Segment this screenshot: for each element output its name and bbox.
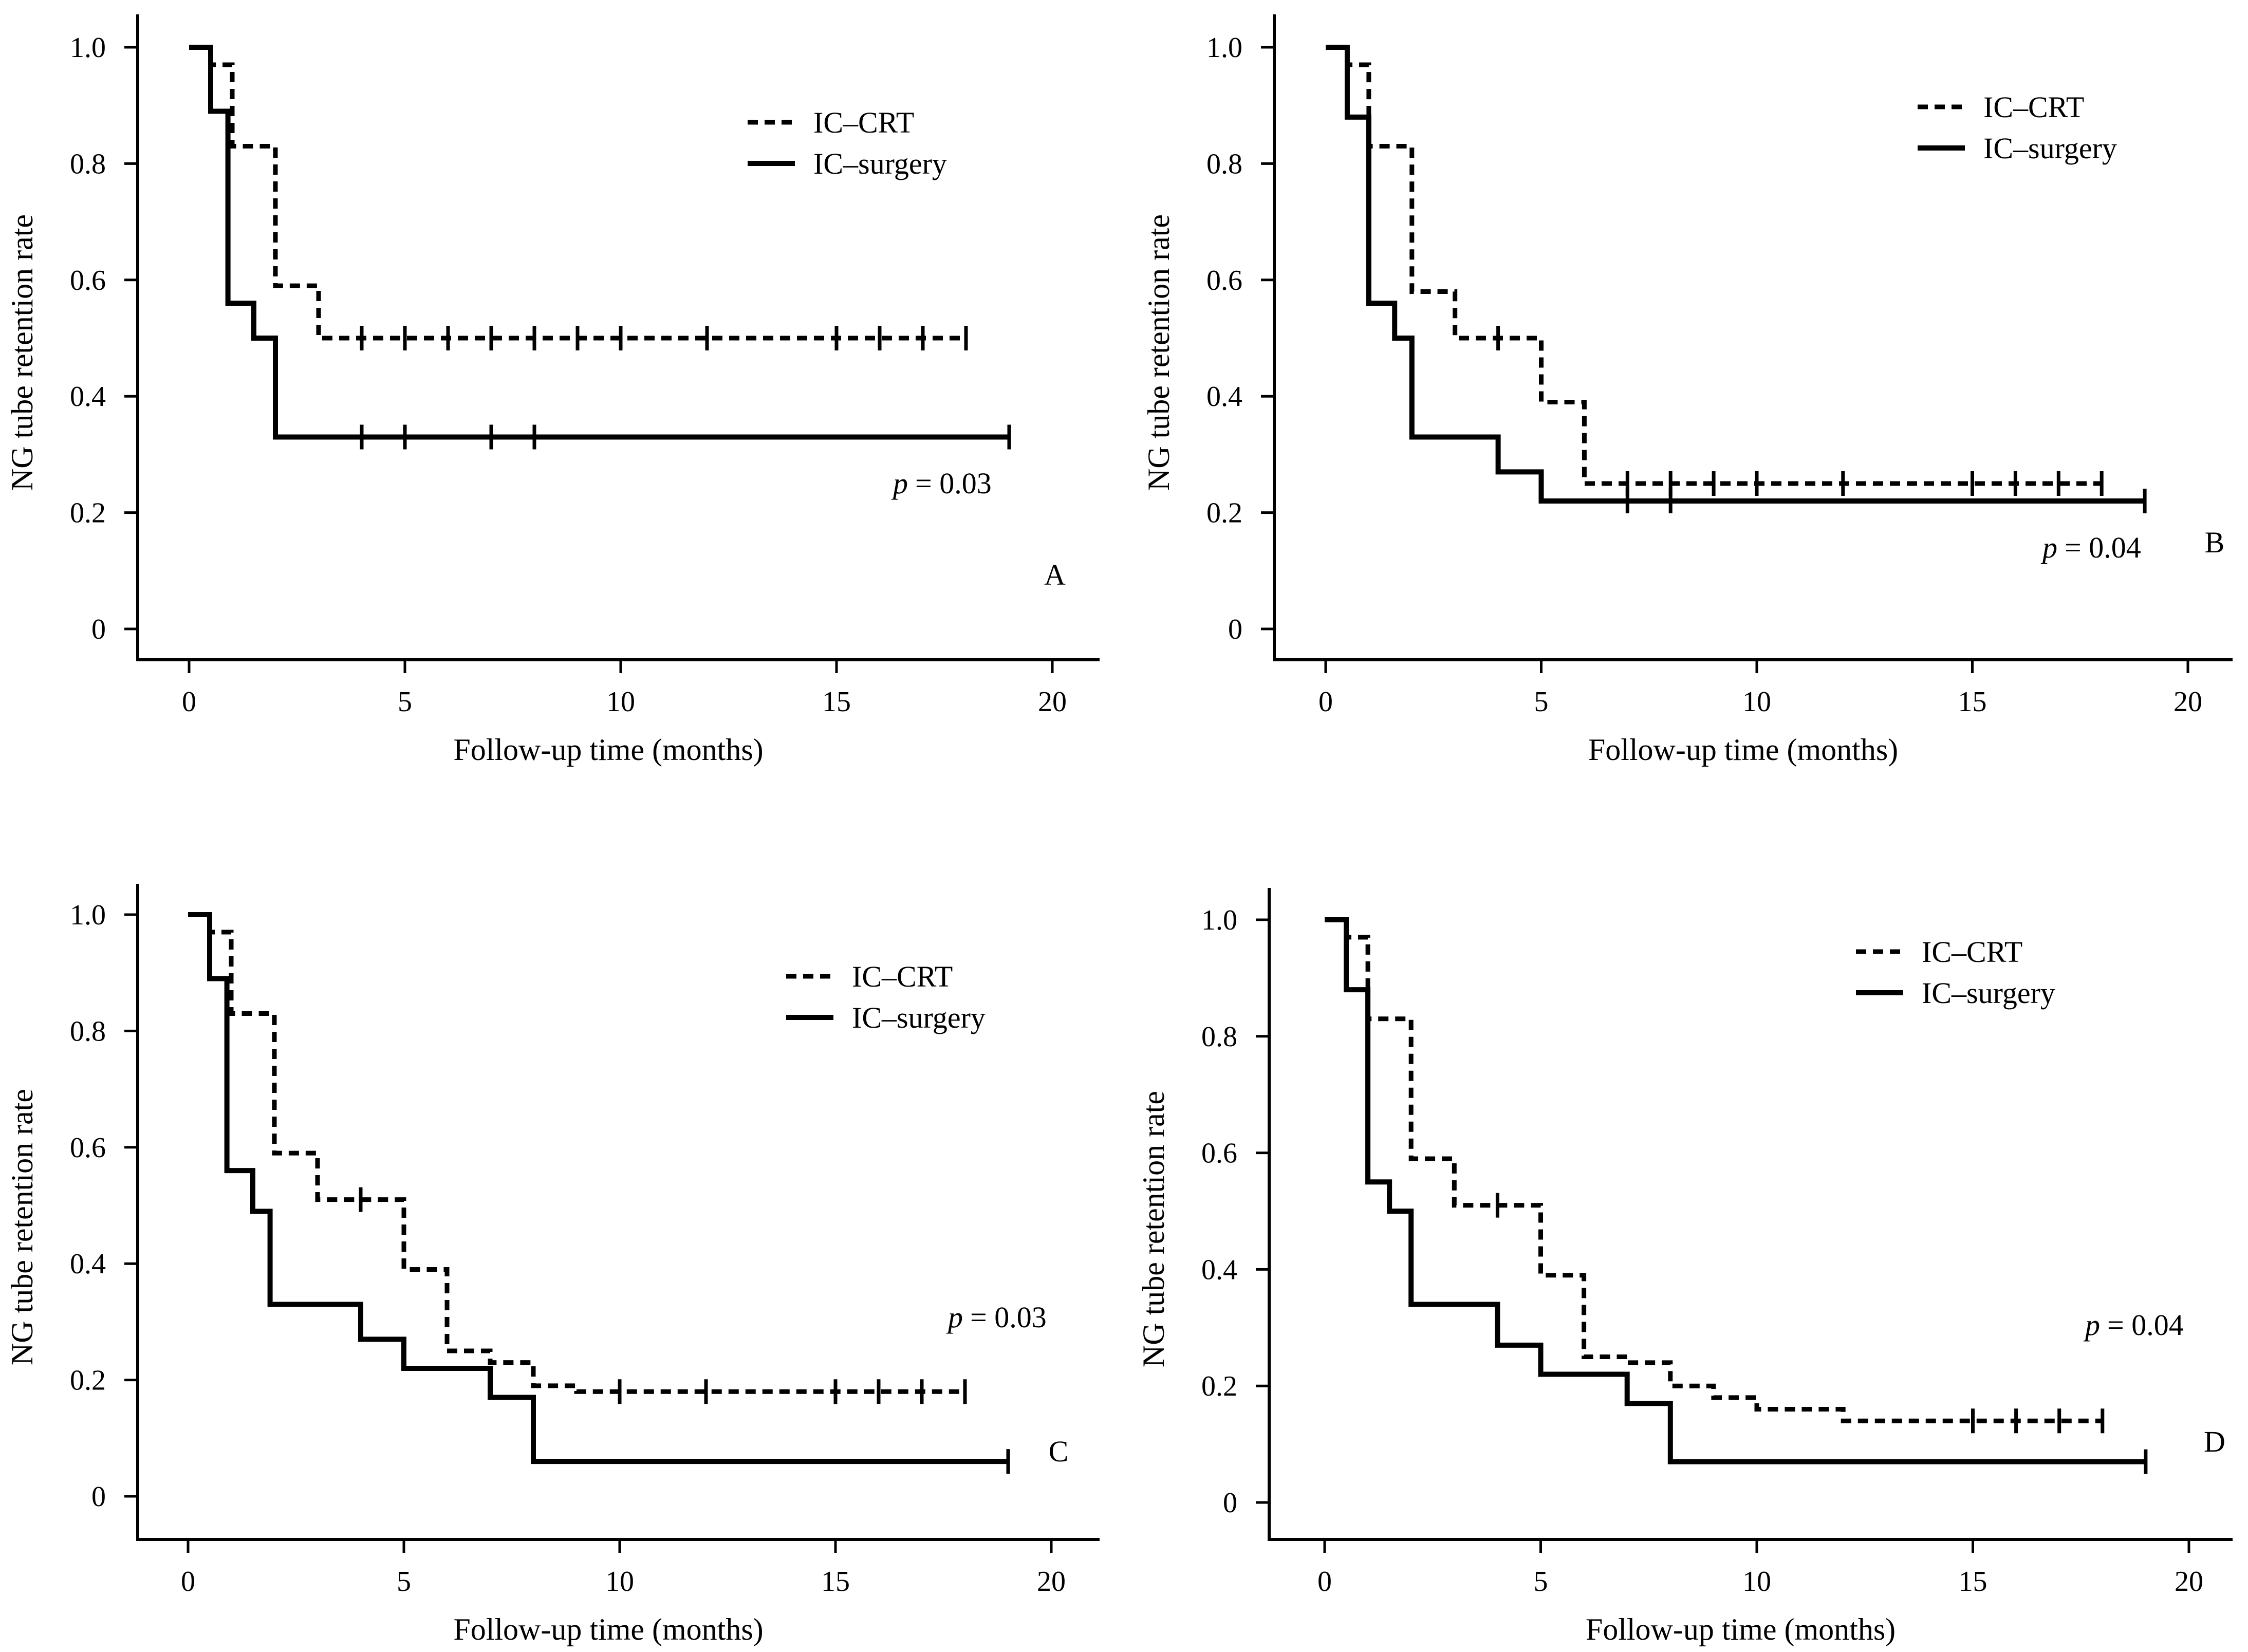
y-tick-label: 0.6 <box>70 1132 106 1164</box>
legend-label-ic-crt: IC–CRT <box>1922 935 2022 969</box>
legend-label-ic-crt: IC–CRT <box>1983 90 2084 124</box>
legend-label-ic-surgery: IC–surgery <box>1983 132 2117 165</box>
x-tick-label: 0 <box>1318 686 1333 718</box>
ic-crt-curve <box>188 912 965 1394</box>
y-tick-label: 0.4 <box>1201 1254 1237 1286</box>
y-tick-label: 1.0 <box>1206 32 1242 64</box>
ic-surgery-curve <box>188 912 1008 1464</box>
y-tick-label: 0.6 <box>70 265 106 296</box>
p-symbol: p <box>2040 531 2057 564</box>
legend-label-ic-crt: IC–CRT <box>813 106 914 139</box>
x-tick-label: 15 <box>822 686 851 718</box>
y-tick-label: 0.6 <box>1206 265 1242 296</box>
p-value: = 0.04 <box>2107 1308 2184 1342</box>
ic-surgery-curve <box>189 45 1009 440</box>
km-panel-c: 0 5 10 15 20 0 0.2 0.4 0.6 0.8 1.0 Follow-up time (… <box>5 884 1100 1646</box>
y-tick-label: 0.8 <box>70 148 106 180</box>
x-tick-label: 10 <box>1742 686 1771 718</box>
x-tick-label: 20 <box>2175 1566 2203 1598</box>
y-axis-title: NG tube retention rate <box>1137 1091 1171 1367</box>
ic-crt-curve <box>1326 45 2102 486</box>
y-tick-label: 1.0 <box>70 32 106 64</box>
panel-letter: B <box>2205 526 2225 559</box>
y-axis-title: NG tube retention rate <box>5 214 39 491</box>
x-tick-label: 20 <box>2173 686 2202 718</box>
p-value: = 0.04 <box>2065 531 2141 564</box>
p-value-annotation: p = 0.03 <box>946 1301 1047 1334</box>
x-tick-label: 0 <box>1317 1566 1332 1598</box>
x-tick-label: 10 <box>605 1566 634 1598</box>
y-tick-label: 0.8 <box>1201 1021 1237 1053</box>
y-tick-label: 0.2 <box>70 1365 106 1397</box>
km-panel-a: 0 5 10 15 20 0 0.2 0.4 0.6 0.8 1.0 Follow-up time (… <box>5 14 1100 767</box>
panel-letter: D <box>2204 1425 2225 1458</box>
p-value-annotation: p = 0.03 <box>891 467 992 500</box>
ic-surgery-curve <box>1325 917 2146 1464</box>
p-symbol: p <box>891 467 908 500</box>
x-tick-label: 0 <box>182 686 196 718</box>
km-panel-b: 0 5 10 15 20 0 0.2 0.4 0.6 0.8 1.0 Follow-up time (… <box>1142 14 2233 767</box>
ic-crt-curve <box>189 45 966 341</box>
x-tick-label: 20 <box>1038 686 1067 718</box>
x-tick-label: 10 <box>606 686 635 718</box>
y-tick-label: 0 <box>1228 614 1242 645</box>
y-tick-label: 0.4 <box>1206 381 1242 413</box>
legend-label-ic-crt: IC–CRT <box>852 960 953 993</box>
y-axis-title: NG tube retention rate <box>5 1089 39 1365</box>
x-axis-title: Follow-up time (months) <box>453 733 763 767</box>
legend-label-ic-surgery: IC–surgery <box>1922 976 2055 1010</box>
x-tick-label: 15 <box>1959 1566 1987 1598</box>
p-symbol: p <box>2083 1308 2100 1342</box>
km-panel-d: 0 5 10 15 20 0 0.2 0.4 0.6 0.8 1.0 Follow-up time (… <box>1137 888 2233 1646</box>
ic-surgery-curve <box>1326 45 2145 504</box>
legend-label-ic-surgery: IC–surgery <box>813 147 947 180</box>
y-tick-label: 1.0 <box>70 899 106 931</box>
y-tick-label: 0.2 <box>70 497 106 529</box>
p-value: = 0.03 <box>915 467 992 500</box>
y-tick-label: 0.8 <box>1206 148 1242 180</box>
x-axis-title: Follow-up time (months) <box>1588 733 1898 767</box>
x-tick-label: 15 <box>1958 686 1987 718</box>
panel-letter: C <box>1049 1435 1069 1468</box>
x-tick-label: 5 <box>1534 686 1549 718</box>
p-value: = 0.03 <box>970 1301 1047 1334</box>
x-tick-label: 5 <box>397 1566 411 1598</box>
y-tick-label: 0 <box>91 614 106 645</box>
y-tick-label: 0.2 <box>1206 497 1242 529</box>
y-tick-label: 0 <box>1223 1487 1237 1519</box>
x-axis-title: Follow-up time (months) <box>453 1612 763 1646</box>
p-symbol: p <box>946 1301 963 1334</box>
y-tick-label: 0.8 <box>70 1015 106 1047</box>
x-tick-label: 5 <box>1534 1566 1548 1598</box>
legend-label-ic-surgery: IC–surgery <box>852 1001 986 1034</box>
x-tick-label: 0 <box>181 1566 195 1598</box>
x-tick-label: 5 <box>398 686 412 718</box>
y-tick-label: 0.6 <box>1201 1138 1237 1170</box>
y-tick-label: 0.4 <box>70 1248 106 1280</box>
y-tick-label: 0.2 <box>1201 1370 1237 1402</box>
p-value-annotation: p = 0.04 <box>2040 531 2141 564</box>
x-tick-label: 15 <box>821 1566 850 1598</box>
x-axis-title: Follow-up time (months) <box>1586 1612 1896 1646</box>
y-tick-label: 0.4 <box>70 381 106 413</box>
x-tick-label: 20 <box>1037 1566 1066 1598</box>
y-tick-label: 1.0 <box>1201 904 1237 936</box>
x-tick-label: 10 <box>1742 1566 1771 1598</box>
p-value-annotation: p = 0.04 <box>2083 1308 2184 1342</box>
y-axis-title: NG tube retention rate <box>1142 214 1176 491</box>
y-tick-label: 0 <box>91 1481 106 1513</box>
panel-letter: A <box>1044 558 1066 591</box>
